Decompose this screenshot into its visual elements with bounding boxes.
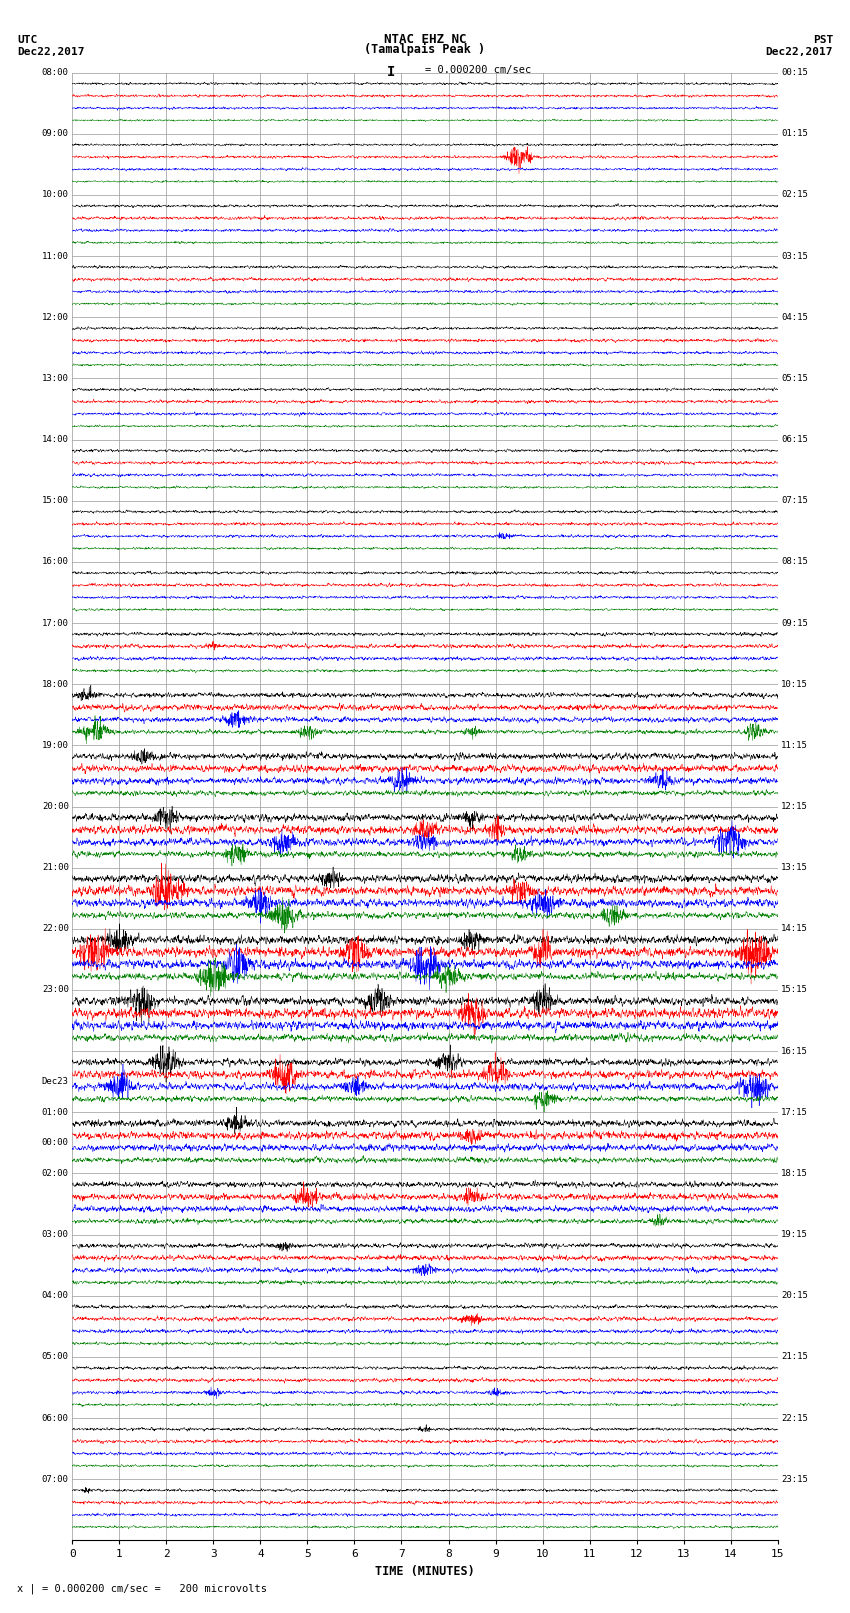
Text: 06:15: 06:15 (781, 436, 808, 444)
Text: 20:00: 20:00 (42, 802, 69, 811)
Text: 11:15: 11:15 (781, 740, 808, 750)
Text: 15:15: 15:15 (781, 986, 808, 995)
Text: PST: PST (813, 35, 833, 45)
Text: 16:15: 16:15 (781, 1047, 808, 1055)
Text: 19:00: 19:00 (42, 740, 69, 750)
Text: 12:00: 12:00 (42, 313, 69, 321)
Text: 18:15: 18:15 (781, 1169, 808, 1177)
Text: 20:15: 20:15 (781, 1292, 808, 1300)
Text: 00:15: 00:15 (781, 68, 808, 77)
Text: 17:15: 17:15 (781, 1108, 808, 1116)
Text: 05:00: 05:00 (42, 1352, 69, 1361)
Text: 01:15: 01:15 (781, 129, 808, 139)
Text: 22:15: 22:15 (781, 1413, 808, 1423)
Text: 23:00: 23:00 (42, 986, 69, 995)
Text: 05:15: 05:15 (781, 374, 808, 382)
Text: 13:00: 13:00 (42, 374, 69, 382)
Text: 14:00: 14:00 (42, 436, 69, 444)
Text: 21:15: 21:15 (781, 1352, 808, 1361)
Text: (Tamalpais Peak ): (Tamalpais Peak ) (365, 44, 485, 56)
X-axis label: TIME (MINUTES): TIME (MINUTES) (375, 1565, 475, 1578)
Text: 07:15: 07:15 (781, 497, 808, 505)
Text: Dec22,2017: Dec22,2017 (17, 47, 84, 56)
Text: 21:00: 21:00 (42, 863, 69, 873)
Text: = 0.000200 cm/sec: = 0.000200 cm/sec (425, 65, 531, 74)
Text: 07:00: 07:00 (42, 1474, 69, 1484)
Text: I: I (387, 65, 395, 79)
Text: 15:00: 15:00 (42, 497, 69, 505)
Text: UTC: UTC (17, 35, 37, 45)
Text: 10:00: 10:00 (42, 190, 69, 200)
Text: 03:00: 03:00 (42, 1231, 69, 1239)
Text: 18:00: 18:00 (42, 679, 69, 689)
Text: 09:15: 09:15 (781, 618, 808, 627)
Text: 08:00: 08:00 (42, 68, 69, 77)
Text: 14:15: 14:15 (781, 924, 808, 934)
Text: 04:00: 04:00 (42, 1292, 69, 1300)
Text: 12:15: 12:15 (781, 802, 808, 811)
Text: 22:00: 22:00 (42, 924, 69, 934)
Text: 04:15: 04:15 (781, 313, 808, 321)
Text: 10:15: 10:15 (781, 679, 808, 689)
Text: 02:00: 02:00 (42, 1169, 69, 1177)
Text: 17:00: 17:00 (42, 618, 69, 627)
Text: NTAC EHZ NC: NTAC EHZ NC (383, 32, 467, 45)
Text: Dec23: Dec23 (42, 1077, 69, 1086)
Text: 03:15: 03:15 (781, 252, 808, 261)
Text: 06:00: 06:00 (42, 1413, 69, 1423)
Text: 19:15: 19:15 (781, 1231, 808, 1239)
Text: 02:15: 02:15 (781, 190, 808, 200)
Text: x | = 0.000200 cm/sec =   200 microvolts: x | = 0.000200 cm/sec = 200 microvolts (17, 1582, 267, 1594)
Text: 00:00: 00:00 (42, 1139, 69, 1147)
Text: Dec22,2017: Dec22,2017 (766, 47, 833, 56)
Text: 13:15: 13:15 (781, 863, 808, 873)
Text: 23:15: 23:15 (781, 1474, 808, 1484)
Text: 08:15: 08:15 (781, 558, 808, 566)
Text: 09:00: 09:00 (42, 129, 69, 139)
Text: 01:00: 01:00 (42, 1108, 69, 1116)
Text: 11:00: 11:00 (42, 252, 69, 261)
Text: 16:00: 16:00 (42, 558, 69, 566)
